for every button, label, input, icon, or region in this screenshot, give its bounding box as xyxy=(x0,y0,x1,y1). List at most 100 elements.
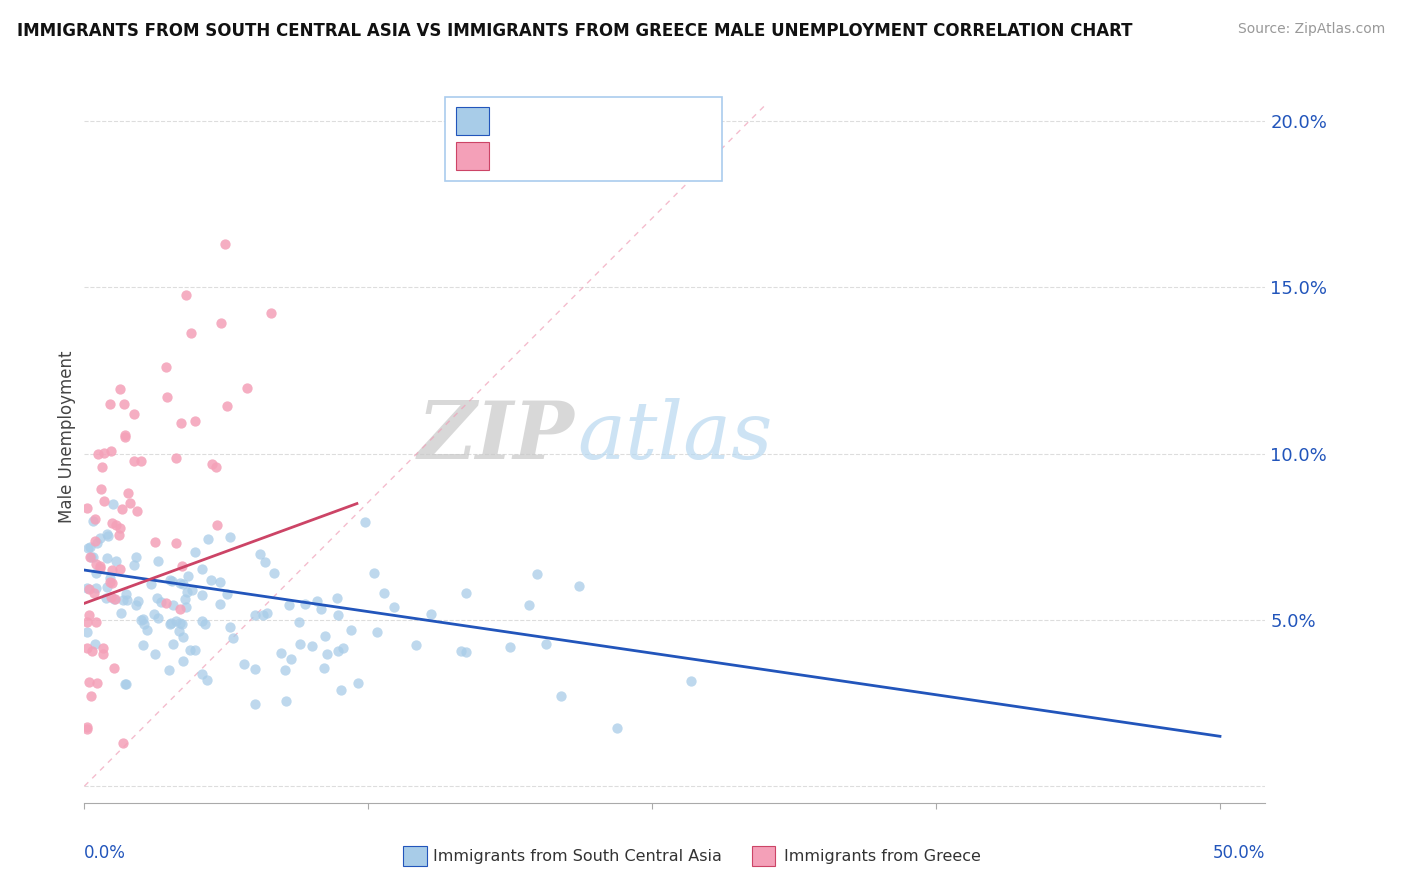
Point xyxy=(76,501,98,516)
Point xyxy=(162,598,184,612)
Point xyxy=(191,561,214,575)
Point xyxy=(169,616,191,631)
Point xyxy=(77,675,100,690)
Point xyxy=(76,640,98,655)
Point xyxy=(288,615,311,629)
Point xyxy=(91,459,114,474)
Point xyxy=(307,594,329,608)
Point xyxy=(117,485,139,500)
Point xyxy=(214,237,236,252)
Text: Immigrants from Greece: Immigrants from Greece xyxy=(783,848,980,863)
Point xyxy=(301,639,323,653)
Point xyxy=(205,518,228,533)
Point xyxy=(80,689,103,703)
Point xyxy=(84,512,107,526)
Text: ZIP: ZIP xyxy=(418,399,575,475)
Point xyxy=(103,591,125,606)
Point xyxy=(86,447,108,461)
Point xyxy=(180,326,202,340)
Point xyxy=(84,558,107,572)
Point xyxy=(172,577,194,591)
Point xyxy=(76,720,98,734)
Point xyxy=(326,644,349,658)
Bar xyxy=(404,846,427,866)
Point xyxy=(155,360,177,375)
Point xyxy=(76,581,98,595)
Point xyxy=(156,390,179,404)
Point xyxy=(312,661,335,675)
Point xyxy=(222,631,245,645)
Point xyxy=(108,521,131,535)
Text: atlas: atlas xyxy=(576,399,772,475)
Point xyxy=(98,570,121,584)
Bar xyxy=(457,143,489,170)
Point xyxy=(347,676,370,690)
Point xyxy=(160,574,183,588)
Point xyxy=(195,673,218,688)
Point xyxy=(339,623,361,637)
Point xyxy=(86,615,108,630)
Point xyxy=(172,630,194,644)
Point xyxy=(122,454,145,468)
Point xyxy=(276,694,298,708)
Point xyxy=(79,541,101,555)
Point xyxy=(191,588,214,602)
Point xyxy=(176,569,198,583)
Point xyxy=(217,587,239,601)
Point xyxy=(280,652,302,666)
Point xyxy=(127,504,149,518)
Point xyxy=(96,580,118,594)
Point xyxy=(326,591,349,606)
Point xyxy=(86,675,108,690)
Point xyxy=(194,616,217,631)
Point xyxy=(104,517,127,532)
Point xyxy=(260,306,283,320)
Point xyxy=(98,574,121,589)
Point xyxy=(236,380,259,394)
Point xyxy=(254,555,277,569)
Point xyxy=(162,636,184,650)
Point xyxy=(353,516,375,530)
Point xyxy=(111,736,134,750)
Point xyxy=(115,592,138,607)
Point xyxy=(329,682,352,697)
Point xyxy=(89,531,111,545)
Point xyxy=(526,566,548,581)
Point xyxy=(91,640,114,655)
Point xyxy=(270,647,292,661)
Point xyxy=(101,497,124,511)
Point xyxy=(115,677,138,691)
Point xyxy=(517,598,540,612)
Point xyxy=(84,566,107,580)
Point xyxy=(174,287,197,301)
Point xyxy=(534,637,557,651)
Point xyxy=(173,591,195,606)
Point xyxy=(83,534,105,549)
Point xyxy=(405,638,427,652)
Point xyxy=(96,591,118,605)
Text: Immigrants from South Central Asia: Immigrants from South Central Asia xyxy=(433,848,721,863)
Text: R =   0.237    N =   71: R = 0.237 N = 71 xyxy=(502,147,700,165)
Point xyxy=(274,663,297,677)
Point xyxy=(96,550,118,565)
Point xyxy=(111,592,134,607)
Point xyxy=(420,607,443,621)
Point xyxy=(134,617,156,632)
FancyBboxPatch shape xyxy=(444,97,723,181)
Point xyxy=(326,607,349,622)
Point xyxy=(125,549,148,564)
Point xyxy=(499,640,522,654)
Point xyxy=(219,620,242,634)
Point xyxy=(132,612,155,626)
Point xyxy=(172,654,194,668)
Point xyxy=(76,615,98,629)
Point xyxy=(450,644,472,658)
Point xyxy=(373,586,395,600)
Point xyxy=(146,591,169,605)
Point xyxy=(170,617,193,632)
Point xyxy=(209,316,232,330)
Point xyxy=(135,624,157,638)
Point xyxy=(159,616,181,631)
Point xyxy=(263,566,285,581)
Point xyxy=(159,573,181,587)
